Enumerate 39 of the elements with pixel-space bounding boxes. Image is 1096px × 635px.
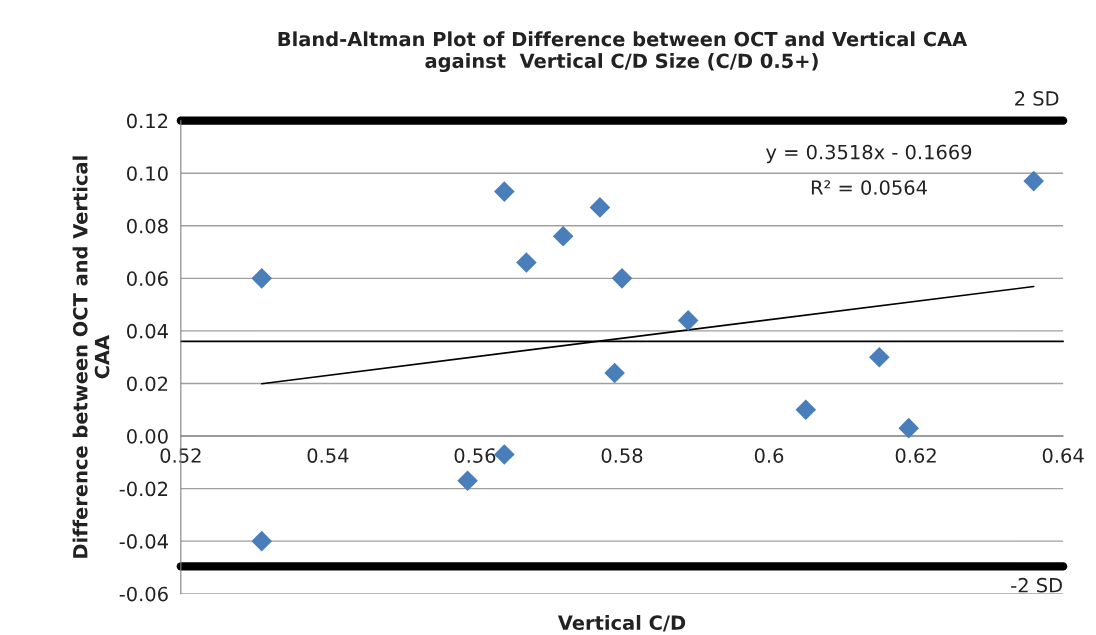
point — [677, 310, 699, 331]
y-tick-label: 0.12 — [127, 113, 168, 129]
point — [494, 444, 515, 465]
point — [516, 252, 537, 273]
point — [251, 268, 273, 289]
x-tick-label: 0.52 — [160, 448, 201, 463]
y-tick-label: 0.00 — [127, 428, 168, 444]
point — [251, 530, 273, 552]
ref-line-label: 2 SD — [1015, 91, 1059, 106]
point — [1023, 170, 1045, 192]
point — [611, 268, 633, 289]
y-tick-label: 0.08 — [127, 218, 168, 234]
x-tick-label: 0.58 — [601, 448, 643, 463]
y-tick-label: 0.04 — [127, 323, 168, 339]
x-tick-label: 0.64 — [1042, 448, 1084, 463]
point — [604, 362, 625, 384]
y-tick-label: 0.10 — [127, 166, 168, 181]
x-tick-label: 0.54 — [307, 448, 349, 463]
point — [494, 181, 515, 202]
point — [898, 417, 920, 439]
x-tick-label: 0.62 — [895, 448, 936, 463]
y-tick-label: 0.02 — [127, 376, 168, 392]
point — [795, 399, 817, 421]
point — [552, 225, 574, 247]
point — [869, 346, 890, 368]
annotation: R² = 0.0564 — [811, 180, 927, 195]
y-tick-label: 0.06 — [127, 271, 168, 287]
y-axis-title: Difference between OCT and Vertical CAA — [72, 156, 110, 558]
y-tick-label: -0.04 — [119, 534, 168, 549]
point — [589, 197, 611, 218]
annotation: y = 0.3518x - 0.1669 — [766, 144, 972, 164]
point — [457, 470, 478, 492]
y-tick-label: -0.02 — [119, 481, 168, 497]
x-tick-label: 0.6 — [754, 448, 784, 463]
chart-title: Bland-Altman Plot of Difference between OCT and Vertical CAA against Vertical C/D Size (C/D 0.5+) — [278, 31, 968, 73]
y-tick-label: -0.06 — [119, 586, 168, 602]
x-axis-title: Vertical C/D — [557, 615, 686, 632]
ref-line-label: -2 SD — [1011, 577, 1062, 593]
x-tick-label: 0.56 — [454, 448, 496, 463]
